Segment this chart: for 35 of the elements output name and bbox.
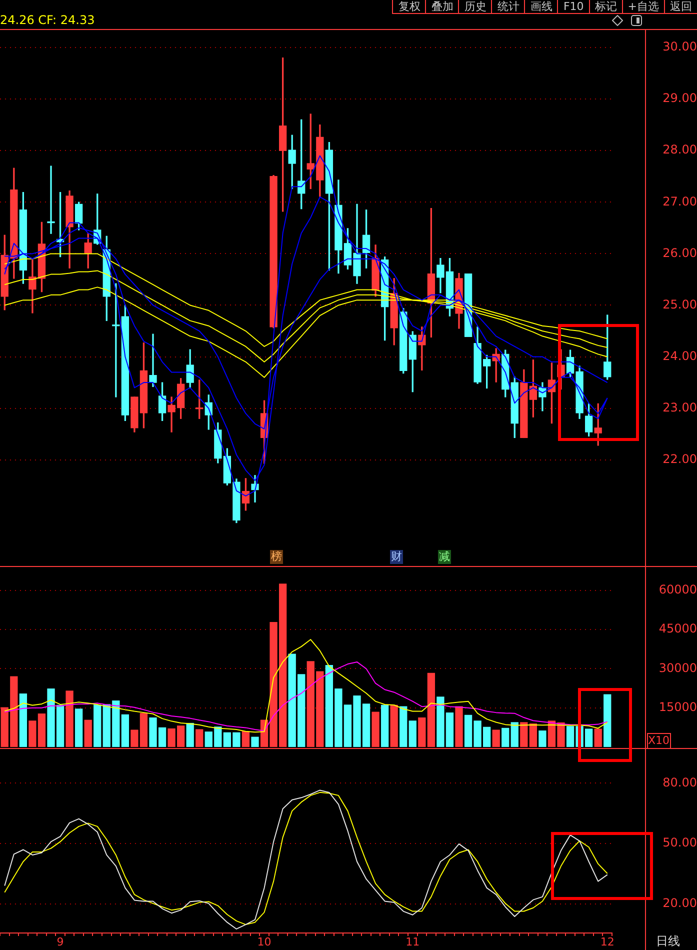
text: 复权 [392, 0, 426, 13]
y-tick-label: 23.00 [662, 400, 697, 414]
text: 标记 [588, 0, 622, 13]
x-tick-label: 11 [406, 935, 420, 948]
y-tick-label: 60000 [658, 582, 697, 597]
y-tick-label: 24.00 [662, 348, 697, 363]
x-tick-label: 10 [257, 935, 272, 948]
x-tick-label: 12 [600, 935, 614, 948]
y-tick-label: 27.00 [662, 194, 697, 208]
y-tick-label: 29.00 [662, 91, 697, 106]
y-tick-label: 25.00 [662, 297, 697, 312]
text: 历史 [458, 0, 492, 13]
annotation: 减 [438, 550, 451, 564]
y-tick-label: 20.00 [662, 896, 697, 910]
text: 返回 [664, 0, 697, 13]
y-tick-label: 30000 [658, 660, 697, 675]
annotation: 财 [390, 550, 403, 564]
text: 统计 [491, 0, 524, 13]
text: X10 [647, 733, 671, 749]
y-tick-label: 26.00 [662, 246, 697, 260]
text: 24.26 CF: 24.33 [0, 13, 95, 27]
annotation: 榜 [270, 550, 283, 564]
y-tick-label: 50.00 [662, 836, 697, 850]
y-tick-label: 80.00 [662, 775, 697, 790]
text: +自选 [622, 0, 664, 13]
text: 叠加 [425, 0, 458, 13]
y-tick-label: 28.00 [662, 142, 697, 157]
x-tick-label: 9 [56, 935, 64, 948]
y-tick-label: 22.00 [662, 452, 697, 466]
y-tick-label: 30.00 [662, 40, 697, 54]
y-tick-label: 45000 [658, 622, 697, 636]
text: 日线 [656, 934, 680, 948]
text: 画线 [524, 0, 558, 13]
text: F10 [557, 0, 589, 13]
y-tick-label: 15000 [658, 700, 697, 714]
